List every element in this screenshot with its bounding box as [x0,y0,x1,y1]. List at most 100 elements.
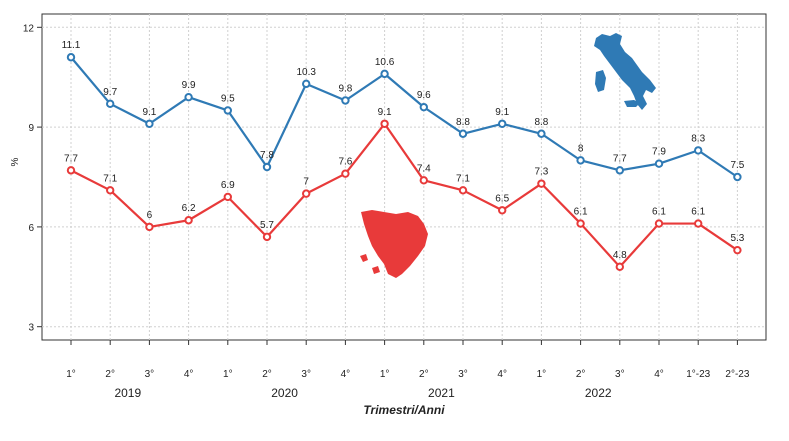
data-point [694,146,703,155]
data-point [458,186,468,195]
data-point [106,186,115,195]
data-point [419,176,428,185]
data-label: 7.8 [260,150,274,161]
data-point [262,162,272,172]
data-point [302,79,311,89]
x-tick-label: 1°-23 [686,369,710,380]
data-label: 8.8 [534,117,548,128]
data-label: 8.8 [456,117,470,128]
data-label: 10.3 [296,67,316,78]
series-2: 7.7 7.1 6 6.2 6.9 5.7 7 7.6 9.1 7.4 7.1 6.5 7.3 6.1 4.… [64,107,745,272]
data-label: 6.5 [495,193,509,204]
y-tick-label: 12 [23,23,35,34]
x-tick-label: 1° [223,369,233,380]
data-label: 6.1 [652,207,666,218]
data-label: 11.1 [62,40,81,51]
y-tick-label: 9 [28,123,34,134]
data-point [733,172,742,182]
data-label: 8 [578,143,584,154]
data-label: 6 [147,210,153,221]
y-tick-label: 6 [28,223,34,234]
data-label: 8.3 [691,133,705,144]
data-point [66,53,76,62]
data-point [498,119,507,128]
x-tick-label: 1° [537,369,547,380]
y-tick-label: 3 [28,323,34,334]
series-1: 11.1 9.7 9.1 9.9 9.5 7.8 10.3 9.8 10.6 9.6 8.8 9.1 8… [62,40,745,182]
data-label: 10.6 [375,57,395,68]
data-label: 9.1 [142,107,156,118]
data-point [341,169,350,178]
data-label: 6.2 [182,203,196,214]
data-label: 9.7 [103,87,117,98]
data-point [615,262,624,272]
x-tick-label: 4° [497,369,507,380]
data-label: 9.5 [221,93,235,104]
data-label: 5.3 [730,233,744,244]
x-tick-label: 2° [105,369,115,380]
data-label: 6.1 [691,207,705,218]
x-tick-label: 2° [419,369,429,380]
x-tick-label: 4° [654,369,664,380]
data-point [380,119,389,128]
data-label: 6.1 [574,207,588,218]
data-label: 7 [303,177,309,188]
series: 11.1 9.7 9.1 9.9 9.5 7.8 10.3 9.8 10.6 9.6 8.8 9.1 8… [62,40,745,272]
tuscany-map-icon [360,210,428,278]
series-line [70,56,739,178]
data-point [302,189,311,198]
x-axis-title: Trimestri/Anni [363,403,445,417]
data-point [537,179,546,188]
grid [42,14,766,340]
data-label: 7.3 [534,167,548,178]
x-tick-label: 3° [458,369,468,380]
x-tick-label: 2°-23 [725,369,749,380]
data-point [576,219,585,228]
data-label: 7.7 [613,153,627,164]
x-tick-label: 2° [576,369,586,380]
x-tick-label: 3° [301,369,311,380]
x-tick-label: 3° [145,369,155,380]
year-label: 2021 [428,386,455,400]
plot-frame [41,13,767,341]
series-line [70,122,739,268]
data-point [419,102,428,112]
italy-map-icon [594,33,656,110]
data-label: 7.6 [338,157,352,168]
data-point [733,245,742,255]
data-label: 9.1 [495,107,509,118]
data-label: 7.5 [730,160,744,171]
year-label: 2019 [114,386,141,400]
data-point [654,159,664,168]
year-label: 2020 [271,386,298,400]
data-label: 4.8 [613,250,627,261]
data-point [184,92,193,102]
data-point [458,129,468,138]
data-label: 9.9 [182,80,196,91]
data-point [223,106,233,115]
x-tick-label: 4° [341,369,351,380]
y-axis-title: % [10,157,21,166]
x-tick-label: 2° [262,369,272,380]
x-tick-label: 1° [66,369,76,380]
x-tick-label: 3° [615,369,625,380]
data-point [184,216,193,225]
data-label: 9.8 [338,83,352,94]
data-label: 6.9 [221,180,235,191]
data-label: 9.1 [378,107,392,118]
data-point [66,166,76,175]
data-point [654,219,664,228]
data-label: 7.1 [456,173,470,184]
x-axis: 1° 2° 3° 4° 1° 2° 3° 4° 1° 2° 3° 4° 1° 2° 3° 4° 1°-23 2°-… [66,340,750,400]
x-tick-label: 4° [184,369,194,380]
data-label: 7.4 [417,163,431,174]
data-point [576,156,585,165]
data-point [694,219,703,228]
data-label: 7.9 [652,147,666,158]
data-point [262,232,272,242]
data-point [223,192,233,202]
data-point [537,129,546,138]
data-point [498,206,507,215]
data-point [106,99,115,109]
